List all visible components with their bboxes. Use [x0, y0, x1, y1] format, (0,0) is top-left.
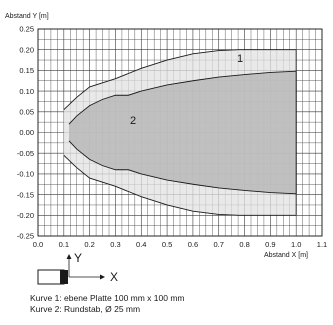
area-series: [63, 49, 297, 216]
area-series-2: [68, 71, 297, 194]
y-tick-label: -0.15: [17, 190, 34, 199]
y-symbol-label: Y: [74, 251, 82, 265]
y-tick-label: -0.25: [17, 232, 34, 241]
x-tick-label: 0.2: [84, 240, 94, 249]
y-tick-label: -0.05: [17, 149, 34, 158]
x-tick-label: 0.6: [188, 240, 198, 249]
y-tick-label: -0.10: [17, 170, 34, 179]
x-tick-label: 0.0: [33, 240, 43, 249]
x-arrow-head-icon: [100, 274, 105, 280]
series-1-upper-line: [63, 49, 297, 111]
x-tick-label: 1.1: [317, 240, 327, 249]
x-tick-label: 0.7: [214, 240, 224, 249]
series-1-lower-line: [63, 154, 297, 216]
caption-curve-1: Kurve 1: ebene Platte 100 mm x 100 mm: [30, 293, 185, 303]
y-tick-label: 0.15: [19, 66, 34, 75]
y-tick-label: 0.25: [19, 25, 34, 34]
curve-1-label: 1: [237, 53, 243, 65]
caption-curve-2: Kurve 2: Rundstab, Ø 25 mm: [30, 304, 141, 314]
sensor-axis-symbol: Y X: [37, 251, 118, 285]
series-2-upper-line: [68, 70, 297, 125]
y-tick-labels: -0.25 -0.20 -0.15 -0.10 -0.05 0.00 0.05 0.10 0.1…: [17, 25, 34, 241]
series-2-lower-line: [68, 140, 297, 195]
x-tick-label: 0.9: [265, 240, 275, 249]
plot-border: [37, 28, 323, 237]
y-tick-label: 0.20: [19, 45, 34, 54]
y-axis-title: Abstand Y [m]: [5, 13, 49, 20]
sensor-face-icon: [60, 270, 68, 284]
x-tick-label: 0.1: [59, 240, 69, 249]
y-tick-label: -0.20: [17, 211, 34, 220]
y-tick-label: 0.10: [19, 87, 34, 96]
x-tick-labels: 0.0 0.1 0.2 0.3 0.4 0.5 0.6 0.7 0.8 0.9 1.0 1.1: [33, 240, 327, 249]
x-tick-label: 0.5: [162, 240, 172, 249]
x-symbol-label: X: [110, 270, 118, 284]
x-tick-label: 0.8: [239, 240, 249, 249]
x-tick-label: 0.3: [110, 240, 120, 249]
x-axis-title: Abstand X [m]: [264, 252, 308, 259]
y-arrow-head-icon: [66, 254, 72, 259]
x-tick-label: 0.4: [136, 240, 146, 249]
y-tick-label: 0.00: [19, 128, 34, 137]
curve-2-label: 2: [130, 115, 136, 127]
y-tick-label: 0.05: [19, 108, 34, 117]
x-tick-label: 1.0: [291, 240, 301, 249]
plot-frame: [37, 28, 323, 237]
